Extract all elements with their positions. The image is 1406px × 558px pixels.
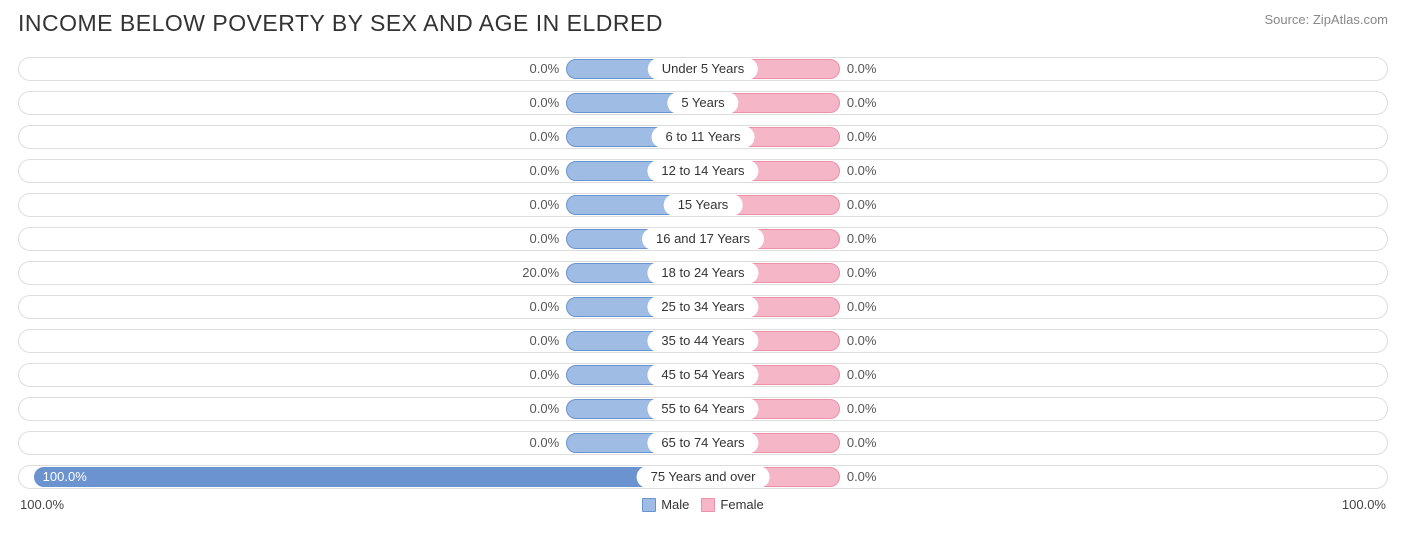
male-value: 20.0%: [522, 259, 559, 287]
male-value: 0.0%: [530, 191, 560, 219]
legend: Male Female: [642, 497, 764, 512]
male-value: 0.0%: [530, 327, 560, 355]
female-value: 0.0%: [847, 123, 877, 151]
legend-female-swatch: [701, 498, 715, 512]
chart-row: 65 to 74 Years 0.0% 0.0%: [18, 429, 1388, 457]
header: INCOME BELOW POVERTY BY SEX AND AGE IN E…: [18, 10, 1388, 37]
female-value: 0.0%: [847, 191, 877, 219]
legend-female-label: Female: [720, 497, 763, 512]
source-label: Source: ZipAtlas.com: [1264, 12, 1388, 27]
row-label: 6 to 11 Years: [652, 126, 755, 148]
male-value: 0.0%: [530, 123, 560, 151]
row-label: Under 5 Years: [648, 58, 758, 80]
row-label: 35 to 44 Years: [647, 330, 758, 352]
row-label: 45 to 54 Years: [647, 364, 758, 386]
row-label: 15 Years: [664, 194, 743, 216]
row-label: 18 to 24 Years: [647, 262, 758, 284]
chart-row: 35 to 44 Years 0.0% 0.0%: [18, 327, 1388, 355]
chart-row: 18 to 24 Years 20.0% 0.0%: [18, 259, 1388, 287]
chart-row: 75 Years and over 100.0% 0.0%: [18, 463, 1388, 491]
chart-row: 15 Years 0.0% 0.0%: [18, 191, 1388, 219]
legend-male-label: Male: [661, 497, 689, 512]
male-value: 0.0%: [530, 429, 560, 457]
chart-row: 12 to 14 Years 0.0% 0.0%: [18, 157, 1388, 185]
row-label: 12 to 14 Years: [647, 160, 758, 182]
row-label: 75 Years and over: [637, 466, 770, 488]
chart-area: Under 5 Years0.0%0.0%5 Years0.0%0.0%6 to…: [18, 55, 1388, 491]
female-value: 0.0%: [847, 259, 877, 287]
row-label: 55 to 64 Years: [647, 398, 758, 420]
female-value: 0.0%: [847, 395, 877, 423]
male-value: 0.0%: [530, 361, 560, 389]
male-value: 0.0%: [530, 225, 560, 253]
female-value: 0.0%: [847, 463, 877, 491]
legend-female: Female: [701, 497, 763, 512]
female-value: 0.0%: [847, 55, 877, 83]
female-value: 0.0%: [847, 429, 877, 457]
female-value: 0.0%: [847, 225, 877, 253]
male-value: 0.0%: [530, 395, 560, 423]
row-label: 65 to 74 Years: [647, 432, 758, 454]
chart-row: 16 and 17 Years 0.0% 0.0%: [18, 225, 1388, 253]
male-value: 0.0%: [530, 89, 560, 117]
female-value: 0.0%: [847, 157, 877, 185]
male-value: 0.0%: [530, 157, 560, 185]
male-value: 100.0%: [43, 463, 87, 491]
chart-row: 55 to 64 Years 0.0% 0.0%: [18, 395, 1388, 423]
chart-row: Under 5 Years 0.0% 0.0%: [18, 55, 1388, 83]
legend-male-swatch: [642, 498, 656, 512]
legend-male: Male: [642, 497, 689, 512]
male-bar: [34, 467, 703, 487]
chart-row: 5 Years 0.0% 0.0%: [18, 89, 1388, 117]
male-value: 0.0%: [530, 293, 560, 321]
female-value: 0.0%: [847, 361, 877, 389]
axis-right-label: 100.0%: [1342, 497, 1386, 512]
male-value: 0.0%: [530, 55, 560, 83]
chart-row: 45 to 54 Years 0.0% 0.0%: [18, 361, 1388, 389]
female-value: 0.0%: [847, 293, 877, 321]
row-label: 16 and 17 Years: [642, 228, 764, 250]
chart-row: 25 to 34 Years 0.0% 0.0%: [18, 293, 1388, 321]
axis-left-label: 100.0%: [20, 497, 64, 512]
female-value: 0.0%: [847, 327, 877, 355]
row-label: 5 Years: [667, 92, 738, 114]
footer: 100.0% Male Female 100.0%: [18, 497, 1388, 512]
chart-row: 6 to 11 Years 0.0% 0.0%: [18, 123, 1388, 151]
chart-title: INCOME BELOW POVERTY BY SEX AND AGE IN E…: [18, 10, 663, 37]
row-label: 25 to 34 Years: [647, 296, 758, 318]
female-value: 0.0%: [847, 89, 877, 117]
